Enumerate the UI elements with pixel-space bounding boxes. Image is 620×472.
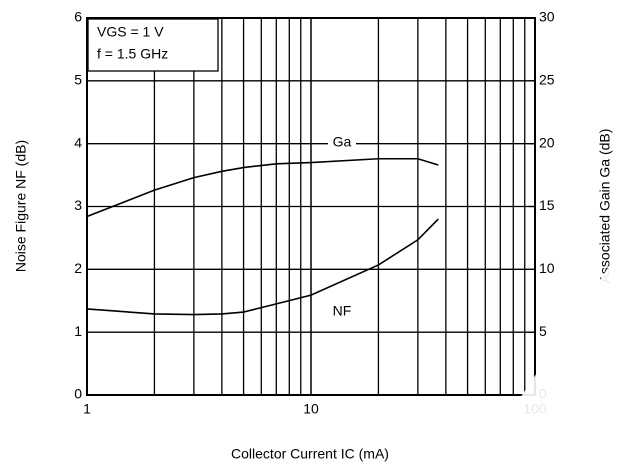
x-tick-label: 10 — [303, 401, 319, 417]
annotation-box — [87, 18, 219, 72]
series-label-bg — [328, 133, 356, 153]
series-line — [86, 157, 439, 218]
series-line — [86, 218, 439, 316]
y-tick-label: 2 — [74, 260, 82, 276]
y-axis-label: Noise Figure NF (dB) — [13, 140, 29, 272]
annotation: VGS = 1 V — [97, 24, 164, 40]
x-axis-label: Collector Current IC (mA) — [231, 446, 389, 462]
y2-tick-label: 25 — [539, 72, 555, 88]
y-tick-label: 0 — [74, 386, 82, 402]
y2-tick-label: 30 — [539, 9, 555, 25]
y-tick-label: 1 — [74, 323, 82, 339]
series-label: NF — [333, 303, 352, 319]
series-label-bg — [328, 302, 356, 322]
y-tick-label: 4 — [74, 134, 82, 150]
x-tick-label: 1 — [83, 401, 91, 417]
y2-tick-label: 15 — [539, 197, 555, 213]
y2-tick-label: 10 — [539, 260, 555, 276]
watermark — [470, 250, 620, 472]
y-tick-label: 3 — [74, 197, 82, 213]
y2-tick-label: 20 — [539, 134, 555, 150]
y-tick-label: 5 — [74, 72, 82, 88]
series-label: Ga — [333, 134, 352, 150]
y2-axis-label: Associated Gain Ga (dB) — [597, 129, 613, 284]
y2-tick-label: 5 — [539, 323, 547, 339]
annotation: f = 1.5 GHz — [97, 46, 168, 62]
y-tick-label: 6 — [74, 9, 82, 25]
